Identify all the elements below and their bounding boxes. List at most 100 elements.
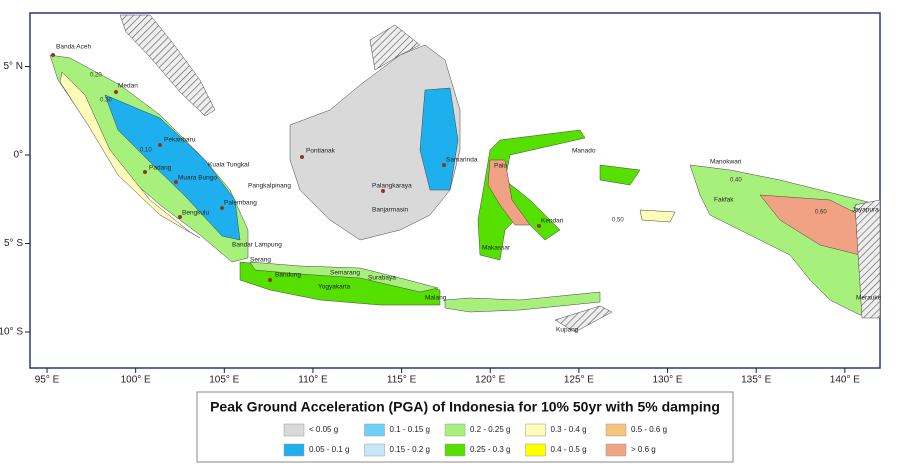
malay-peninsula xyxy=(119,14,216,117)
city-label: Pontianak xyxy=(306,148,336,155)
city-label: Kuala Tungkal xyxy=(208,162,250,169)
city-label: Banda Aceh xyxy=(56,44,91,51)
city-label: Merauke xyxy=(856,295,882,302)
legend-swatch xyxy=(364,423,385,437)
java-north xyxy=(249,261,439,293)
y-tick-label: 0° xyxy=(13,150,23,161)
borneo-east xyxy=(419,87,459,191)
sumatra-high xyxy=(59,71,201,239)
city-label: Samarinda xyxy=(446,157,478,164)
palu-fault xyxy=(487,159,531,226)
legend-label: 0.5 - 0.6 g xyxy=(631,425,667,434)
city-label: Bandung xyxy=(275,272,301,279)
city-dot xyxy=(442,163,446,167)
legend-label: < 0.05 g xyxy=(309,425,338,434)
city-label: Medan xyxy=(118,83,138,90)
contour-label: 0.60 xyxy=(815,210,827,216)
y-tick-label: 5° S xyxy=(4,238,23,249)
city-dot xyxy=(178,215,182,219)
city-label: Malang xyxy=(425,295,447,302)
x-tick-label: 140° E xyxy=(830,375,860,386)
seram xyxy=(639,209,676,223)
city-label: Palangkaraya xyxy=(372,183,412,190)
city-label: Bengkulu xyxy=(182,210,209,217)
city-label: Kendari xyxy=(541,218,563,225)
legend-label: 0.4 - 0.5 g xyxy=(551,445,587,454)
legend-label: 0.1 - 0.15 g xyxy=(390,425,430,434)
city-dot xyxy=(268,278,272,282)
x-tick-label: 105° E xyxy=(209,375,239,386)
city-label: Semarang xyxy=(330,270,360,277)
legend-label: 0.3 - 0.4 g xyxy=(551,425,587,434)
city-label: Serang xyxy=(250,257,271,264)
halmahera xyxy=(599,164,641,186)
city-label: Padang xyxy=(149,165,172,172)
sabah xyxy=(369,24,421,71)
contour-label: 0.10 xyxy=(140,148,152,154)
city-label: Yogyakarta xyxy=(318,284,351,291)
x-tick-label: 95° E xyxy=(35,375,60,386)
city-label: Kupang xyxy=(556,327,579,334)
contour-label: 0.50 xyxy=(612,218,624,224)
legend-label: 0.05 - 0.1 g xyxy=(309,445,349,454)
city-dot xyxy=(537,224,541,228)
borneo xyxy=(289,44,461,241)
city-label: Makassar xyxy=(482,245,511,252)
legend-label: 0.25 - 0.3 g xyxy=(470,445,510,454)
city-label: Manado xyxy=(572,148,596,155)
legend-swatch xyxy=(605,423,627,437)
y-tick-label: 5° N xyxy=(3,61,23,72)
city-label: Fakfak xyxy=(714,197,734,204)
sumatra-low xyxy=(104,94,241,241)
legend-swatch xyxy=(444,443,466,457)
city-dot xyxy=(114,90,118,94)
legend-swatch xyxy=(364,443,385,457)
city-label: Muara Bungo xyxy=(178,175,217,182)
legend-swatch xyxy=(605,443,627,457)
contour-label: 0.20 xyxy=(90,73,102,79)
contour-label: 0.30 xyxy=(100,98,112,104)
city-label: Surabaya xyxy=(368,275,396,282)
contour-labels: 0.20 0.30 0.10 0.40 0.60 0.50 xyxy=(90,73,827,224)
legend-title: Peak Ground Acceleration (PGA) of Indone… xyxy=(210,399,720,415)
city-label: Pangkalpinang xyxy=(248,183,291,190)
png xyxy=(854,199,881,319)
legend-swatch xyxy=(525,443,546,457)
city-dot xyxy=(220,206,224,210)
legend-swatch xyxy=(525,423,546,437)
land xyxy=(49,14,881,333)
timor xyxy=(554,305,613,333)
city-dot xyxy=(143,170,147,174)
city-dots xyxy=(51,53,541,282)
city-label: Palembang xyxy=(224,200,257,207)
x-tick-label: 100° E xyxy=(121,375,151,386)
lesser-sunda xyxy=(444,291,601,313)
x-tick-label: 135° E xyxy=(741,375,771,386)
legend-label: 0.2 - 0.25 g xyxy=(470,425,510,434)
x-tick-label: 125° E xyxy=(564,375,594,386)
city-labels: Banda Aceh Medan Pekanbaru Padang Kuala … xyxy=(56,44,882,334)
city-label: Pekanbaru xyxy=(164,137,196,144)
city-dot xyxy=(174,180,178,184)
city-dot xyxy=(300,155,304,159)
legend-label: > 0.6 g xyxy=(631,445,656,454)
city-label: Manokwari xyxy=(710,159,741,166)
city-label: Bandar Lampung xyxy=(232,242,282,249)
x-tick-label: 130° E xyxy=(652,375,682,386)
city-dot xyxy=(158,143,162,147)
x-tick-label: 115° E xyxy=(387,375,417,386)
city-dot xyxy=(381,189,385,193)
contour-label: 0.40 xyxy=(730,178,742,184)
x-tick-label: 120° E xyxy=(475,375,505,386)
city-label: Banjarmasin xyxy=(372,207,409,214)
legend-swatch xyxy=(444,423,466,437)
x-tick-label: 110° E xyxy=(298,375,328,386)
city-label: Jayapura xyxy=(852,207,879,214)
y-tick-label: 10° S xyxy=(0,327,23,338)
city-label: Palu xyxy=(494,163,507,170)
legend-swatch xyxy=(283,423,305,437)
legend-label: 0.15 - 0.2 g xyxy=(390,445,430,454)
legend-swatch xyxy=(283,443,305,457)
